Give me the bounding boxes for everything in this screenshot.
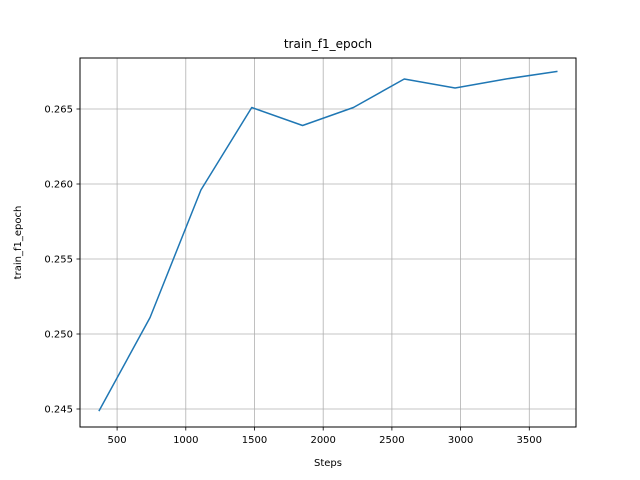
y-tick-label: 0.260 xyxy=(44,180,73,191)
series-layer xyxy=(98,70,558,412)
y-tick-label: 0.255 xyxy=(44,255,73,266)
chart-title: train_f1_epoch xyxy=(284,37,372,51)
x-tick-label: 3000 xyxy=(448,435,473,446)
grid xyxy=(80,58,576,427)
y-tick-label: 0.250 xyxy=(44,330,73,341)
y-tick-label: 0.245 xyxy=(44,405,73,416)
x-axis-label: Steps xyxy=(314,458,342,469)
x-tick-label: 2000 xyxy=(310,435,335,446)
series-line xyxy=(98,70,558,412)
x-tick-label: 2500 xyxy=(379,435,404,446)
x-tick-label: 3500 xyxy=(517,435,542,446)
ticks: 500 1000 1500 2000 2500 3000 3500 0.245 0.250 0.2… xyxy=(44,105,542,447)
x-tick-label: 1500 xyxy=(242,435,267,446)
y-tick-label: 0.265 xyxy=(44,105,73,116)
y-axis-label: train_f1_epoch xyxy=(13,206,24,280)
x-tick-label: 500 xyxy=(108,435,127,446)
plot-frame xyxy=(79,57,577,428)
x-tick-label: 1000 xyxy=(173,435,198,446)
